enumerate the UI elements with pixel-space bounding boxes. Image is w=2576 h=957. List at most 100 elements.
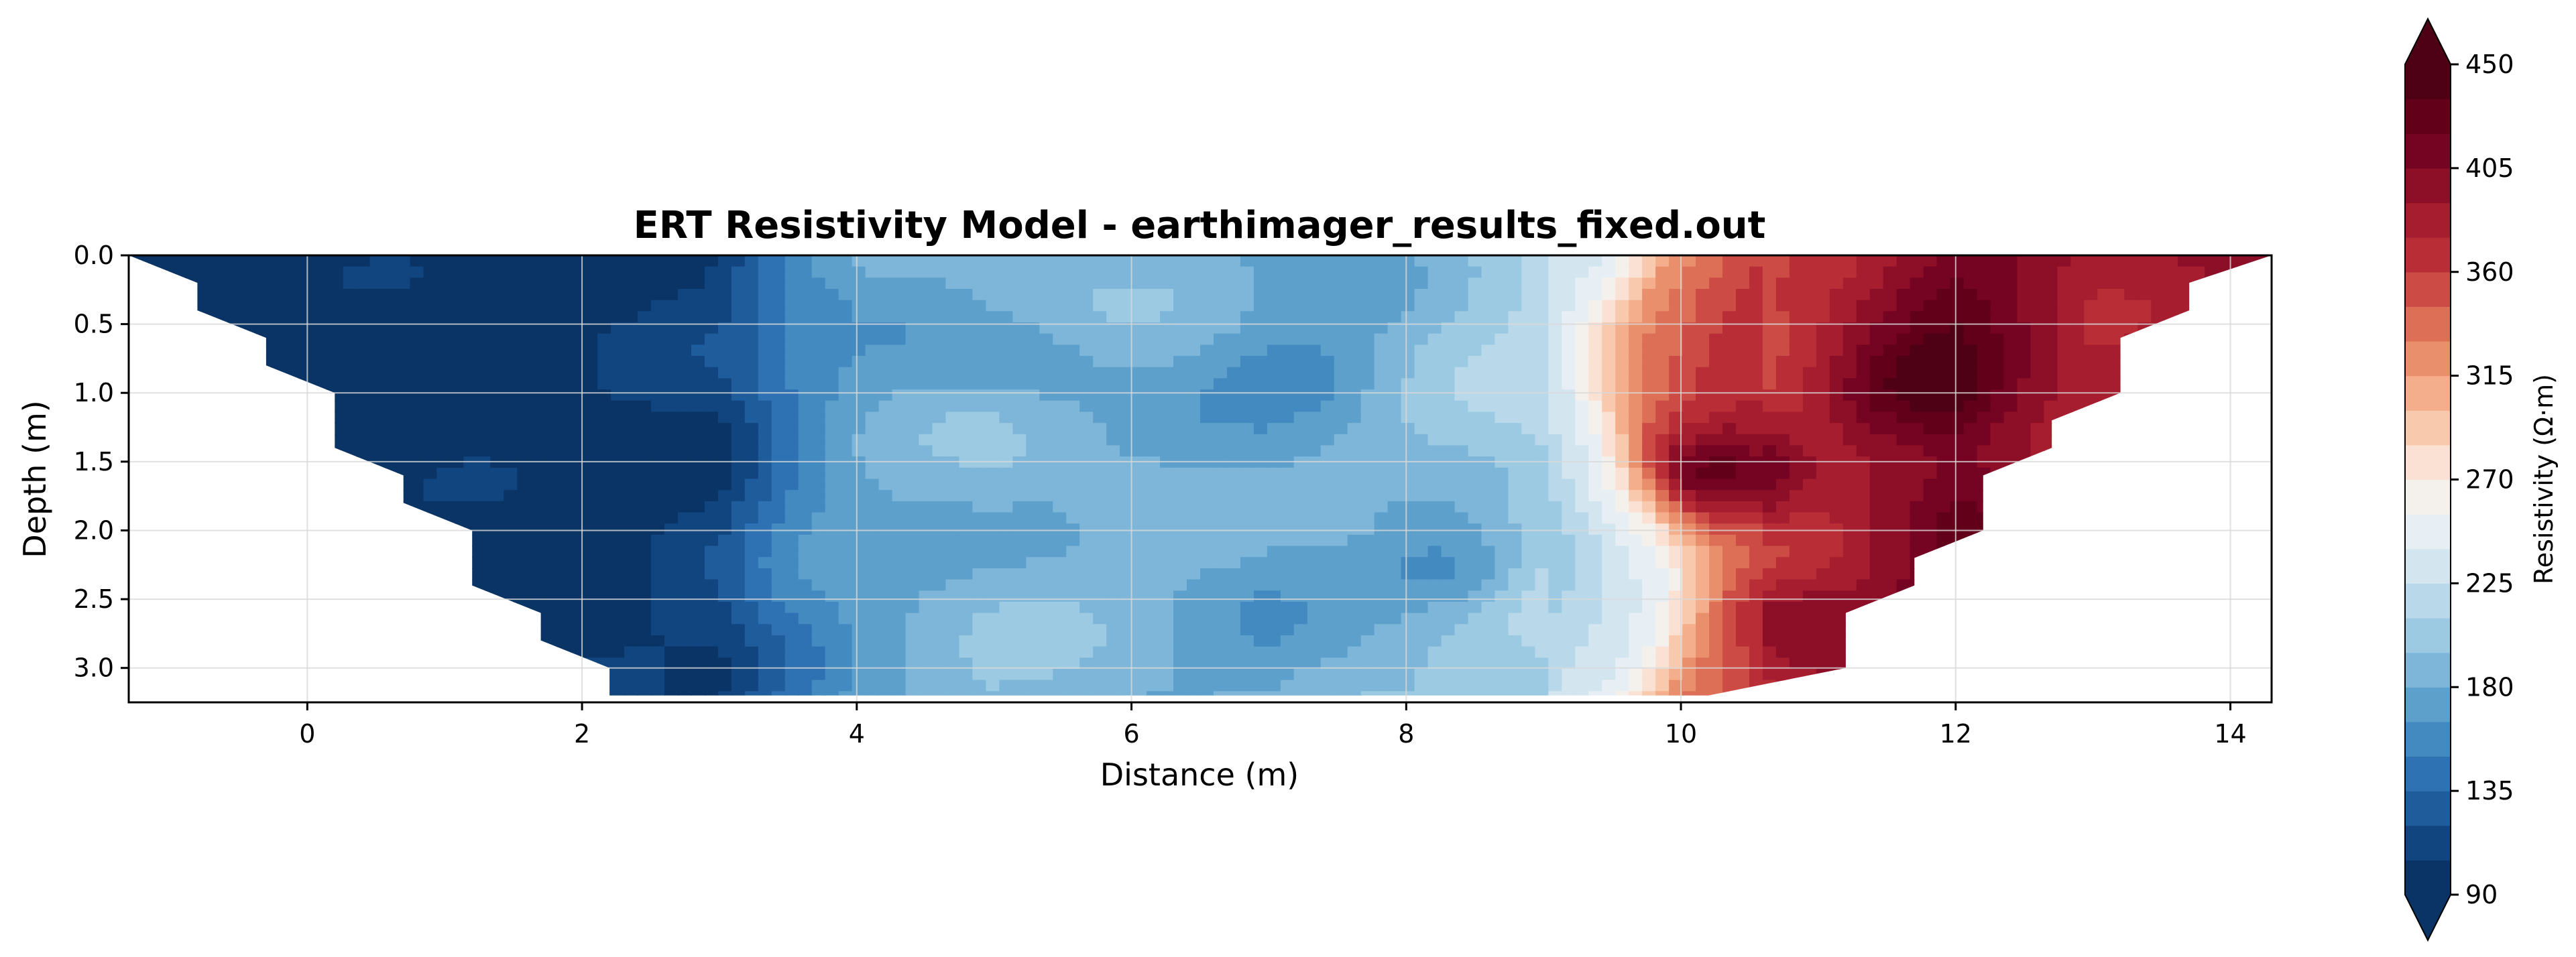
- field-cell: [771, 601, 786, 614]
- field-cell: [1079, 590, 1094, 602]
- field-cell: [517, 333, 532, 346]
- field-cell: [1066, 601, 1081, 614]
- field-cell: [758, 411, 772, 424]
- field-cell: [1655, 445, 1670, 458]
- field-cell: [463, 423, 478, 435]
- field-cell: [865, 356, 880, 368]
- field-cell: [450, 356, 465, 368]
- field-cell: [945, 657, 960, 669]
- field-cell: [356, 423, 371, 435]
- field-cell: [383, 333, 398, 346]
- field-cell: [477, 523, 491, 535]
- field-cell: [1160, 635, 1175, 647]
- field-cell: [1173, 356, 1188, 368]
- field-cell: [1334, 646, 1348, 659]
- field-cell: [1012, 601, 1027, 614]
- field-cell: [1253, 266, 1268, 279]
- field-cell: [1053, 255, 1067, 267]
- field-cell: [1575, 546, 1590, 558]
- field-cell: [1267, 434, 1281, 446]
- field-cell: [1602, 445, 1617, 458]
- field-cell: [1360, 266, 1375, 279]
- field-cell: [1293, 601, 1308, 614]
- field-cell: [1655, 423, 1670, 435]
- field-cell: [1615, 367, 1630, 379]
- field-cell: [1414, 311, 1429, 324]
- field-cell: [383, 311, 398, 324]
- field-cell: [717, 557, 732, 569]
- field-cell: [1414, 568, 1429, 580]
- field-cell: [919, 311, 933, 324]
- field-cell: [1414, 423, 1429, 435]
- field-cell: [638, 289, 652, 301]
- field-cell: [1762, 490, 1777, 502]
- field-cell: [798, 490, 813, 502]
- field-cell: [1267, 680, 1281, 692]
- field-cell: [1548, 277, 1563, 290]
- field-cell: [1093, 311, 1108, 324]
- field-cell: [436, 311, 451, 324]
- field-cell: [1736, 601, 1750, 614]
- field-cell: [1320, 389, 1335, 401]
- field-cell: [1629, 333, 1643, 346]
- field-cell: [878, 434, 893, 446]
- field-cell: [972, 434, 987, 446]
- field-cell: [343, 400, 357, 413]
- field-cell: [1427, 657, 1442, 669]
- field-cell: [798, 445, 813, 458]
- field-cell: [302, 266, 317, 279]
- field-cell: [1374, 478, 1389, 491]
- field-cell: [865, 322, 880, 334]
- field-cell: [1789, 411, 1804, 424]
- field-cell: [1093, 300, 1108, 312]
- field-cell: [1414, 579, 1429, 592]
- field-cell: [771, 356, 786, 368]
- field-cell: [1454, 601, 1469, 614]
- field-cell: [972, 691, 987, 696]
- field-cell: [1334, 490, 1348, 502]
- field-cell: [905, 579, 920, 592]
- field-cell: [1160, 423, 1175, 435]
- field-cell: [1187, 367, 1201, 379]
- field-cell: [1267, 657, 1281, 669]
- field-cell: [356, 300, 371, 312]
- field-cell: [1053, 423, 1067, 435]
- field-cell: [1548, 512, 1563, 525]
- field-cell: [1374, 322, 1389, 334]
- field-cell: [1147, 635, 1161, 647]
- field-cell: [905, 490, 920, 502]
- field-cell: [1334, 523, 1348, 535]
- field-cell: [1280, 568, 1295, 580]
- field-cell: [1548, 378, 1563, 391]
- field-cell: [1347, 590, 1362, 602]
- field-cell: [1669, 266, 1684, 279]
- field-cell: [878, 668, 893, 681]
- field-cell: [651, 691, 665, 696]
- field-cell: [1106, 478, 1121, 491]
- field-cell: [1535, 277, 1549, 290]
- field-cell: [1133, 546, 1148, 558]
- field-cell: [1427, 266, 1442, 279]
- field-cell: [1588, 255, 1603, 267]
- field-cell: [1120, 367, 1134, 379]
- field-cell: [1307, 613, 1322, 625]
- field-cell: [1669, 557, 1684, 569]
- field-cell: [1642, 534, 1657, 547]
- field-cell: [530, 534, 545, 547]
- field-cell: [1039, 389, 1054, 401]
- field-cell: [584, 501, 599, 513]
- field-cell: [396, 289, 411, 301]
- field-cell: [490, 311, 505, 324]
- field-cell: [1682, 400, 1697, 413]
- field-cell: [1441, 635, 1456, 647]
- field-cell: [1615, 478, 1630, 491]
- field-cell: [1682, 478, 1697, 491]
- field-cell: [731, 467, 746, 480]
- field-cell: [1147, 356, 1161, 368]
- field-cell: [1347, 668, 1362, 681]
- field-cell: [865, 467, 880, 480]
- field-cell: [838, 579, 853, 592]
- field-cell: [1012, 657, 1027, 669]
- field-cell: [771, 300, 786, 312]
- field-cell: [1240, 389, 1254, 401]
